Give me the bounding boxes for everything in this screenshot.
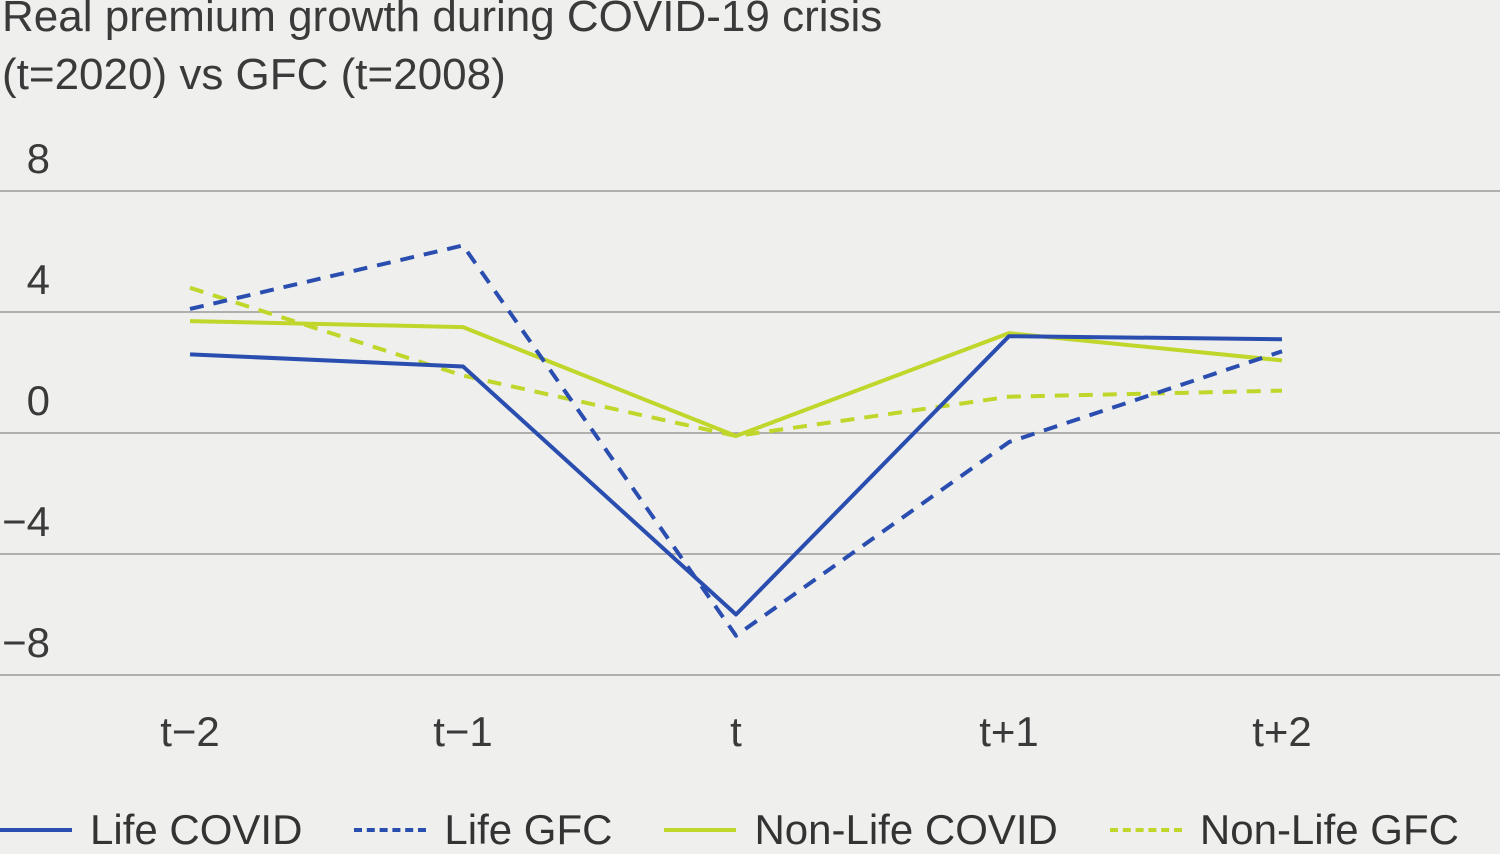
- legend-label: Non-Life COVID: [754, 806, 1058, 853]
- y-tick-label: 4: [27, 256, 50, 303]
- x-tick-label: t−1: [433, 708, 493, 755]
- legend-item: Life GFC: [354, 806, 612, 854]
- legend-item: Non-Life GFC: [1109, 806, 1459, 854]
- legend-swatch: [664, 828, 737, 832]
- y-tick-label: −4: [2, 498, 50, 545]
- series-line-life-covid: [189, 334, 1283, 617]
- y-tick-label: 8: [27, 135, 50, 182]
- line-chart: 8 4 0 −4 −8 t−2 t−1 t t+1 t+2: [0, 135, 1500, 755]
- y-tick-label: −8: [2, 619, 50, 666]
- legend-label: Non-Life GFC: [1199, 806, 1459, 853]
- legend-swatch: [0, 828, 72, 832]
- legend-swatch: [1109, 828, 1182, 832]
- x-tick-label: t+2: [1252, 708, 1312, 755]
- series-line-life-gfc: [189, 243, 1283, 638]
- chart-title: Real premium growth during COVID-19 cris…: [2, 0, 882, 104]
- legend-label: Life GFC: [444, 806, 613, 853]
- legend-item: Non-Life COVID: [664, 806, 1058, 854]
- x-tick-label: t+1: [979, 708, 1039, 755]
- legend-swatch: [354, 828, 427, 832]
- legend: Life COVID Life GFC Non-Life COVID Non-Life…: [0, 806, 1500, 854]
- legend-item: Life COVID: [0, 806, 302, 854]
- chart-title-line-1: Real premium growth during COVID-19 cris…: [2, 0, 883, 41]
- series-line-non-life-covid: [189, 319, 1283, 439]
- y-tick-label: 0: [27, 377, 50, 424]
- legend-label: Life COVID: [90, 806, 303, 853]
- x-tick-label: t−2: [160, 708, 220, 755]
- chart-title-line-2: (t=2020) vs GFC (t=2008): [2, 50, 506, 99]
- x-tick-label: t: [730, 708, 742, 755]
